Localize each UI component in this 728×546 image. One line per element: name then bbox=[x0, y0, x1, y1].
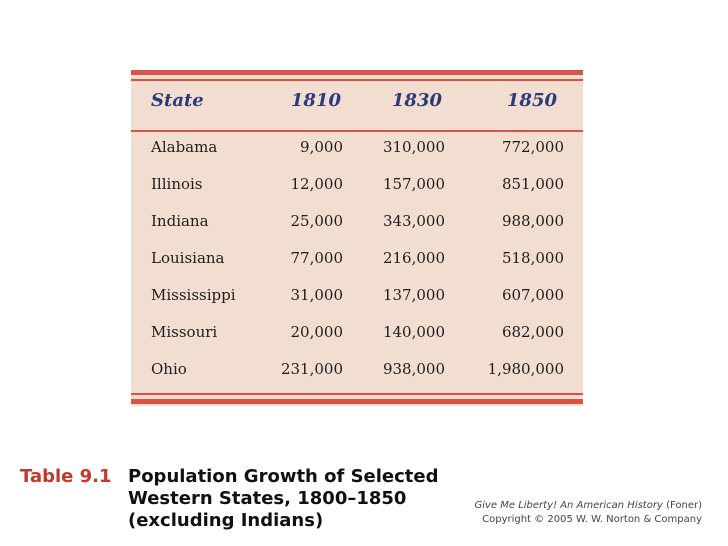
cell-1830: 137,000 bbox=[382, 286, 445, 304]
cell-state: Ohio bbox=[151, 360, 187, 378]
table-row: Missouri 20,000 140,000 682,000 bbox=[131, 319, 583, 356]
header-1810: 1810 bbox=[290, 90, 341, 111]
cell-1810: 9,000 bbox=[300, 138, 343, 156]
source-credit: Give Me Liberty! An American History (Fo… bbox=[474, 499, 702, 527]
cell-state: Mississippi bbox=[151, 286, 236, 304]
header-rule bbox=[131, 130, 583, 132]
cell-1810: 31,000 bbox=[290, 286, 344, 304]
cell-1850: 851,000 bbox=[501, 175, 564, 193]
cell-1830: 938,000 bbox=[382, 360, 445, 378]
cell-state: Illinois bbox=[151, 175, 203, 193]
cell-1850: 682,000 bbox=[501, 323, 564, 341]
cell-1850: 988,000 bbox=[501, 212, 564, 230]
population-table: State 1810 1830 1850 Alabama 9,000 310,0… bbox=[131, 70, 583, 406]
cell-1810: 12,000 bbox=[290, 175, 344, 193]
cell-1850: 607,000 bbox=[501, 286, 564, 304]
cell-1810: 20,000 bbox=[290, 323, 344, 341]
bottom-rule-thick bbox=[131, 399, 583, 404]
table-row: Illinois 12,000 157,000 851,000 bbox=[131, 171, 583, 208]
cell-1850: 518,000 bbox=[501, 249, 564, 267]
cell-1810: 231,000 bbox=[280, 360, 343, 378]
cell-1810: 25,000 bbox=[290, 212, 344, 230]
cell-1830: 157,000 bbox=[382, 175, 445, 193]
table-row: Mississippi 31,000 137,000 607,000 bbox=[131, 282, 583, 319]
caption-title: Population Growth of Selected Western St… bbox=[128, 466, 468, 532]
caption-title-line: (excluding Indians) bbox=[128, 510, 324, 531]
cell-1830: 140,000 bbox=[382, 323, 445, 341]
credit-book-line: Give Me Liberty! An American History (Fo… bbox=[474, 499, 702, 513]
cell-state: Louisiana bbox=[151, 249, 225, 267]
table-row: Louisiana 77,000 216,000 518,000 bbox=[131, 245, 583, 282]
table-row: Alabama 9,000 310,000 772,000 bbox=[131, 134, 583, 171]
cell-1830: 343,000 bbox=[382, 212, 445, 230]
header-state: State bbox=[151, 90, 204, 111]
caption-title-line: Population Growth of Selected bbox=[128, 466, 439, 487]
caption-label: Table 9.1 bbox=[20, 466, 112, 487]
copyright-line: Copyright © 2005 W. W. Norton & Company bbox=[482, 514, 702, 525]
table-row: Indiana 25,000 343,000 988,000 bbox=[131, 208, 583, 245]
top-rule-thin bbox=[131, 79, 583, 81]
cell-1830: 310,000 bbox=[382, 138, 445, 156]
cell-state: Indiana bbox=[151, 212, 209, 230]
bottom-rule-thin bbox=[131, 393, 583, 395]
caption-title-line: Western States, 1800–1850 bbox=[128, 488, 407, 509]
cell-state: Missouri bbox=[151, 323, 218, 341]
cell-1830: 216,000 bbox=[382, 249, 445, 267]
cell-1850: 1,980,000 bbox=[487, 360, 564, 378]
header-1850: 1850 bbox=[506, 90, 557, 111]
table-body: Alabama 9,000 310,000 772,000 Illinois 1… bbox=[131, 134, 583, 393]
cell-state: Alabama bbox=[151, 138, 218, 156]
table-row: Ohio 231,000 938,000 1,980,000 bbox=[131, 356, 583, 393]
top-rule-thick bbox=[131, 70, 583, 75]
cell-1850: 772,000 bbox=[501, 138, 564, 156]
header-1830: 1830 bbox=[391, 90, 442, 111]
cell-1810: 77,000 bbox=[290, 249, 344, 267]
book-title: Give Me Liberty! An American History bbox=[474, 500, 663, 511]
book-author: (Foner) bbox=[662, 500, 702, 511]
